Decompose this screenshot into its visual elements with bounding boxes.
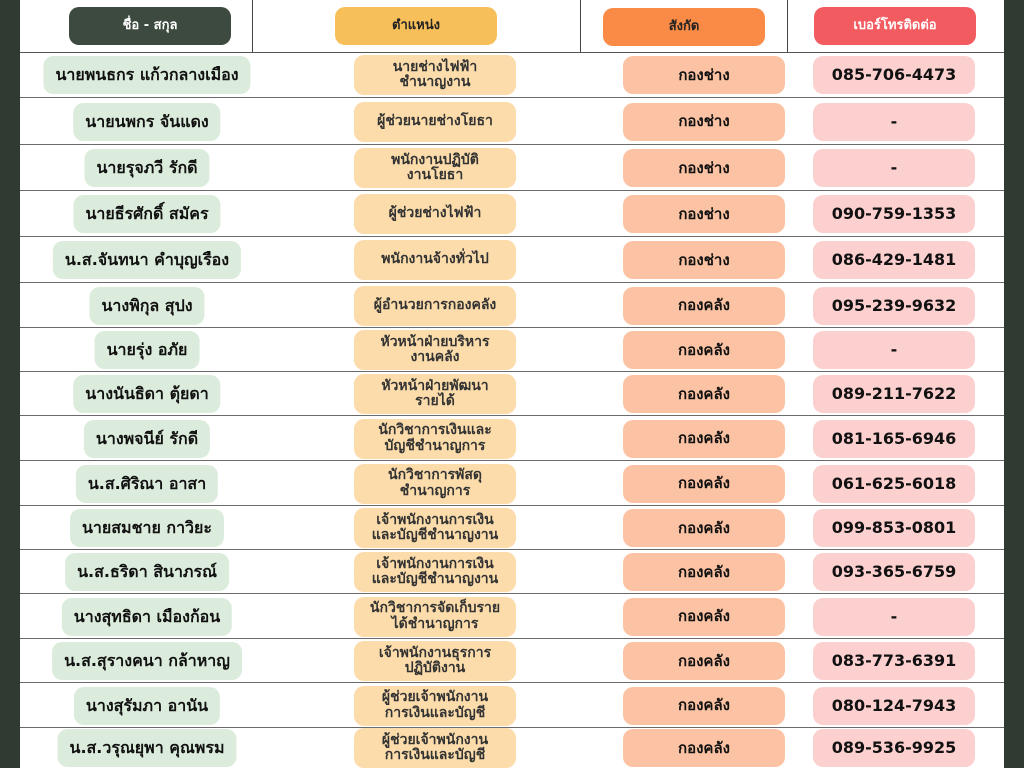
staff-phone: 085-706-4473 (813, 56, 975, 94)
table-row (20, 506, 1004, 550)
staff-name: นายพนธกร แก้วกลางเมือง (43, 56, 251, 94)
staff-phone: 081-165-6946 (813, 419, 975, 458)
staff-department: กองช่าง (623, 56, 785, 94)
table-row (20, 145, 1004, 191)
staff-position: ผู้อำนวยการกองคลัง (354, 285, 516, 326)
staff-phone: - (813, 149, 975, 187)
staff-name: นางสุทธิดา เมืองก้อน (61, 597, 233, 636)
staff-name: นายนพกร จันแดง (73, 102, 221, 141)
staff-phone: 090-759-1353 (813, 195, 975, 233)
table-row (20, 191, 1004, 237)
staff-name: น.ส.สุรางคนา กล้าหาญ (52, 642, 242, 680)
staff-phone: - (813, 597, 975, 636)
staff-position: นักวิชาการเงินและ บัญชีชำนาญการ (354, 418, 516, 459)
staff-department: กองคลัง (623, 375, 785, 413)
staff-department: กองคลัง (623, 419, 785, 458)
staff-department: กองคลัง (623, 686, 785, 725)
table-row (20, 461, 1004, 506)
header-row (20, 0, 1004, 53)
department-column-header: สังกัด (603, 8, 765, 46)
staff-phone: 095-239-9632 (813, 286, 975, 325)
staff-phone: 086-429-1481 (813, 241, 975, 279)
staff-position: พนักงานจ้างทั่วไป (354, 240, 516, 280)
staff-phone: 080-124-7943 (813, 686, 975, 725)
staff-department: กองคลัง (623, 597, 785, 636)
staff-name: นายรุ่ง อภัย (94, 331, 200, 369)
column-divider (252, 0, 253, 52)
staff-name: นายรุจภวี รักดี (84, 149, 210, 187)
staff-position: ผู้ช่วยนายช่างโยธา (354, 101, 516, 142)
table-row (20, 550, 1004, 594)
staff-department: กองคลัง (623, 331, 785, 369)
staff-department: กองคลัง (623, 553, 785, 591)
staff-position: นักวิชาการพัสดุ ชำนาญการ (354, 463, 516, 504)
staff-phone: - (813, 102, 975, 141)
staff-name: น.ส.ธริดา สินาภรณ์ (65, 553, 229, 591)
staff-phone: 093-365-6759 (813, 553, 975, 591)
column-divider (580, 0, 581, 52)
staff-name: นางสุรัมภา อานัน (73, 686, 221, 725)
staff-department: กองคลัง (623, 509, 785, 547)
column-divider (787, 0, 788, 52)
staff-name: นายสมชาย กาวิยะ (69, 509, 225, 547)
staff-name: นางนันธิดา ตุ้ยดา (73, 375, 221, 413)
staff-department: กองคลัง (623, 286, 785, 325)
staff-position: ผู้ช่วยเจ้าพนักงาน การเงินและบัญชี (354, 685, 516, 726)
staff-phone: 061-625-6018 (813, 464, 975, 503)
staff-department: กองช่าง (623, 195, 785, 233)
staff-name: นายธีรศักดิ์ สมัคร (73, 195, 221, 233)
table-row (20, 372, 1004, 416)
name-column-header: ชื่อ - สกุล (69, 7, 231, 45)
staff-department: กองคลัง (623, 729, 785, 767)
staff-phone: - (813, 331, 975, 369)
staff-phone: 089-211-7622 (813, 375, 975, 413)
staff-department: กองช่าง (623, 241, 785, 279)
staff-name: น.ส.จันทนา คำบุญเรือง (52, 241, 242, 279)
table-row (20, 416, 1004, 461)
table-row (20, 283, 1004, 328)
position-column-header: ตำแหน่ง (335, 7, 497, 45)
staff-position: หัวหน้าฝ่ายพัฒนา รายได้ (354, 374, 516, 414)
staff-phone: 099-853-0801 (813, 509, 975, 547)
staff-position: นายช่างไฟฟ้า ชำนาญงาน (354, 55, 516, 95)
staff-name: น.ส.ศิริณา อาสา (75, 464, 219, 503)
staff-position: นักวิชาการจัดเก็บราย ได้ชำนาญการ (354, 596, 516, 637)
staff-phone: 089-536-9925 (813, 729, 975, 767)
staff-department: กองคลัง (623, 464, 785, 503)
table-row (20, 52, 1004, 98)
staff-position: ผู้ช่วยเจ้าพนักงาน การเงินและบัญชี (354, 728, 516, 768)
staff-name: น.ส.วรุณยุพา คุณพรม (57, 729, 237, 767)
staff-position: ผู้ช่วยช่างไฟฟ้า (354, 194, 516, 234)
table-row (20, 683, 1004, 728)
staff-name: นางพจนีย์ รักดี (83, 419, 211, 458)
table-row (20, 237, 1004, 283)
staff-position: เจ้าพนักงานการเงิน และบัญชีชำนาญงาน (354, 508, 516, 548)
staff-position: หัวหน้าฝ่ายบริหาร งานคลัง (354, 330, 516, 370)
table-row (20, 594, 1004, 639)
staff-position: พนักงานปฏิบัติ งานโยธา (354, 148, 516, 188)
staff-department: กองช่าง (623, 102, 785, 141)
staff-position: เจ้าพนักงานการเงิน และบัญชีชำนาญงาน (354, 552, 516, 592)
staff-department: กองช่าง (623, 149, 785, 187)
staff-position: เจ้าพนักงานธุรการ ปฏิบัติงาน (354, 641, 516, 681)
staff-name: นางพิกุล สุปง (89, 286, 205, 325)
table-row (20, 328, 1004, 372)
staff-department: กองคลัง (623, 642, 785, 680)
staff-directory-table: ชื่อ - สกุล ตำแหน่ง สังกัด เบอร์โทรติดต่… (20, 0, 1004, 768)
table-row (20, 98, 1004, 145)
staff-phone: 083-773-6391 (813, 642, 975, 680)
table-row (20, 639, 1004, 683)
phone-column-header: เบอร์โทรติดต่อ (814, 7, 976, 45)
